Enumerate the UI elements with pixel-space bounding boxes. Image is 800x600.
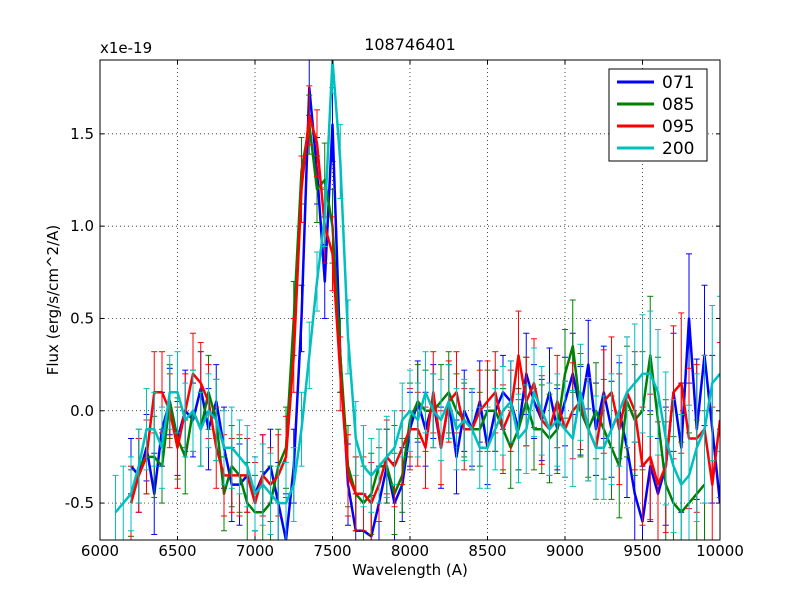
x-tick-label: 7500 — [313, 542, 351, 560]
y-tick-label: 1.5 — [70, 125, 94, 143]
y-offset-label: x1e-19 — [100, 39, 152, 57]
y-tick-label: 1.0 — [70, 217, 94, 235]
x-tick-label: 6500 — [158, 542, 196, 560]
legend-label-071: 071 — [662, 73, 694, 93]
x-tick-label: 8500 — [468, 542, 506, 560]
x-tick-label: 6000 — [81, 542, 119, 560]
y-axis-label: Flux (erg/s/cm^2/A) — [44, 225, 62, 376]
series-line-200 — [114, 60, 720, 514]
chart-title: 108746401 — [364, 35, 456, 54]
x-tick-label: 8000 — [391, 542, 429, 560]
series-line-095 — [129, 114, 720, 505]
x-axis-label: Wavelength (A) — [352, 561, 468, 579]
y-tick-label: 0.0 — [70, 402, 94, 420]
legend-label-095: 095 — [662, 117, 694, 137]
series-200 — [112, 60, 720, 540]
x-tick-label: 10000 — [696, 542, 744, 560]
plot-frame — [99, 59, 721, 541]
series-group — [112, 60, 720, 540]
x-tick-label: 9500 — [623, 542, 661, 560]
y-tick-label: 0.5 — [70, 309, 94, 327]
x-tick-label: 7000 — [236, 542, 274, 560]
x-tick-label: 9000 — [546, 542, 584, 560]
y-tick-label: -0.5 — [65, 494, 94, 512]
legend-box — [608, 68, 708, 162]
axis-ticks: 6000 6500 7000 7500 8000 8500 9000 9500 10000 -0.… — [65, 60, 744, 560]
legend-label-085: 085 — [662, 95, 694, 115]
legend-label-200: 200 — [662, 139, 694, 159]
